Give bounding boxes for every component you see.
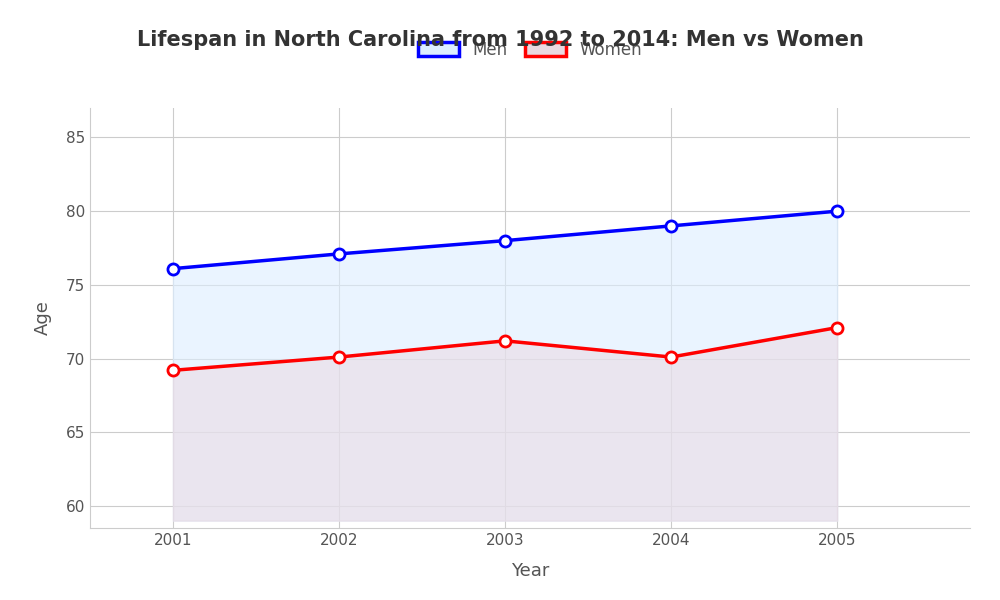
- Text: Lifespan in North Carolina from 1992 to 2014: Men vs Women: Lifespan in North Carolina from 1992 to …: [137, 30, 863, 50]
- Y-axis label: Age: Age: [34, 301, 52, 335]
- X-axis label: Year: Year: [511, 562, 549, 580]
- Legend: Men, Women: Men, Women: [418, 41, 642, 59]
